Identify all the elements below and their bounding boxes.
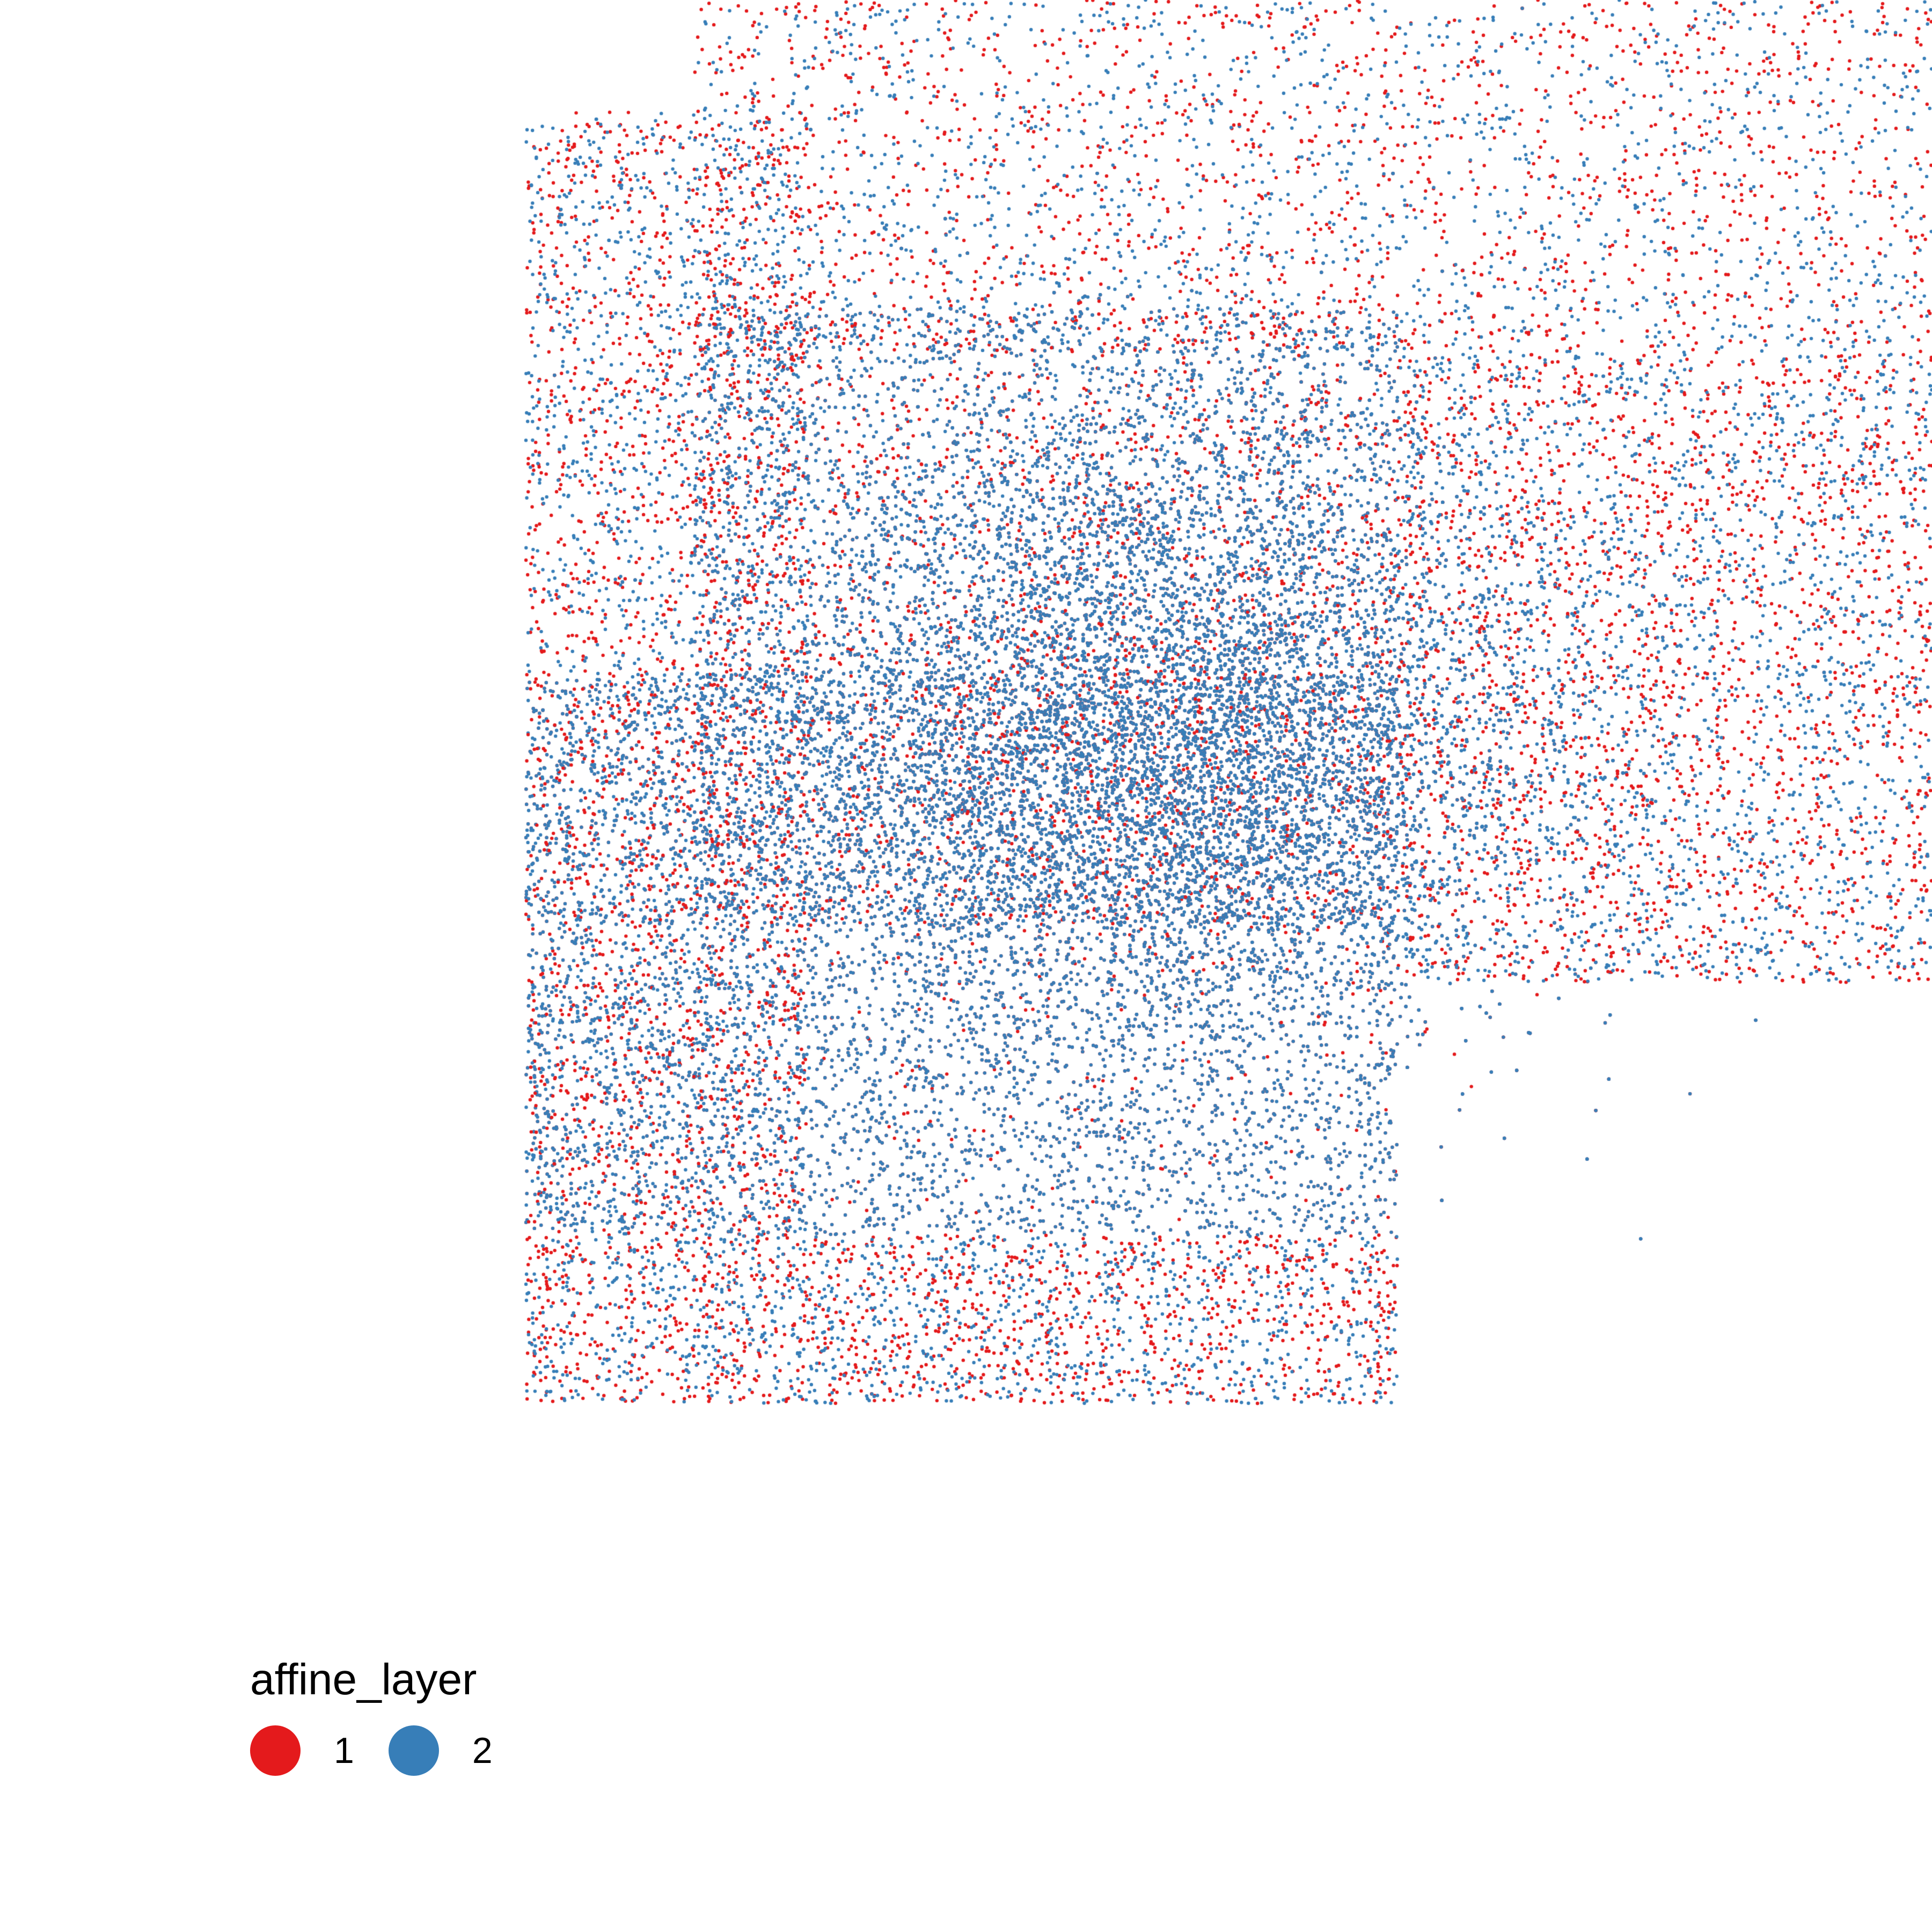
legend-item-1: 1 <box>250 1725 354 1776</box>
legend-key-1 <box>250 1725 301 1776</box>
legend: affine_layer 1 2 <box>250 1656 527 1776</box>
legend-item-2: 2 <box>388 1725 493 1776</box>
legend-key-2 <box>388 1725 439 1776</box>
legend-label-1: 1 <box>334 1730 354 1771</box>
legend-label-2: 2 <box>472 1730 493 1771</box>
legend-title: affine_layer <box>250 1655 477 1704</box>
legend-items: 1 2 <box>250 1725 527 1776</box>
